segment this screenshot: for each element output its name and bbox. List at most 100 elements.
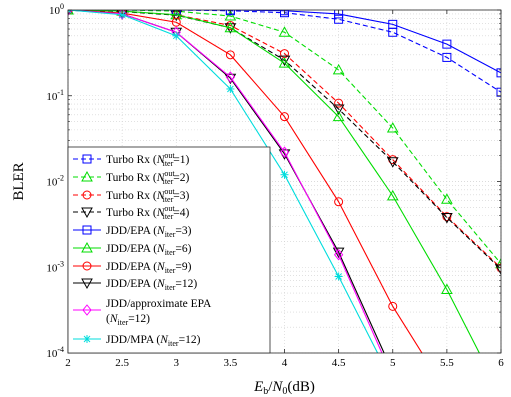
data-point — [83, 335, 91, 343]
legend-label: Turbo Rx (Nout iter=1) — [106, 151, 190, 168]
legend-label: JDD/EPA (Niter=3) — [106, 225, 192, 239]
data-point — [332, 63, 345, 75]
data-point — [82, 261, 92, 271]
data-point — [68, 10, 72, 14]
data-point — [496, 263, 501, 273]
data-point — [280, 112, 289, 122]
legend-item: JDD/EPA (Niter=12) — [73, 278, 197, 292]
data-point — [278, 57, 291, 68]
data-point — [441, 193, 453, 204]
data-point — [388, 19, 398, 29]
legend-item: JDD/EPA (Niter=3) — [73, 225, 192, 239]
data-point — [388, 301, 398, 311]
data-point — [81, 170, 93, 182]
x-axis-title: Eb/N0(dB) — [253, 379, 315, 397]
data-point — [334, 14, 344, 24]
axis-ticks: 2 2.5 3 3.5 4 4.5 5 5.5 6 10-4 10-3 10-2 10-1 100 — [46, 2, 504, 369]
data-point — [82, 154, 92, 164]
series-line — [68, 10, 480, 353]
legend: Turbo Rx (Nout iter=1)Turbo Rx (Nout iter=… — [67, 146, 271, 354]
data-point — [442, 39, 452, 49]
data-point — [171, 17, 181, 27]
y-tick-label: 10-2 — [46, 174, 64, 189]
x-tick-label: 3.5 — [224, 357, 238, 369]
legend-item: JDD/EPA (Niter=9) — [73, 261, 192, 275]
data-point — [280, 10, 289, 16]
asterisk-stroke — [68, 10, 72, 14]
legend-label: (Niter=12) — [106, 313, 150, 327]
data-point — [225, 71, 236, 83]
y-axis-title: BLER — [11, 162, 27, 200]
y-tick-label: 10-3 — [46, 259, 64, 274]
data-point — [81, 207, 93, 219]
legend-item: Turbo Rx (Nout iter=3) — [73, 187, 190, 204]
data-point — [82, 304, 92, 316]
legend-label: JDD/approximate EPA — [106, 298, 212, 310]
data-point — [81, 241, 93, 253]
legend-label: Turbo Rx (Nout iter=3) — [106, 187, 190, 204]
x-tick-label: 5.5 — [440, 357, 454, 369]
legend-item: Turbo Rx (Nout iter=1) — [73, 151, 190, 168]
y-tick-label: 100 — [49, 2, 64, 17]
legend-label: JDD/MPA (Niter=12) — [106, 334, 201, 348]
data-point — [224, 10, 237, 21]
legend-label: Turbo Rx (Nout iter=4) — [106, 204, 190, 221]
legend-item: JDD/approximate EPA (Niter=12) — [73, 298, 212, 327]
data-point — [279, 146, 290, 158]
legend-item: JDD/MPA (Niter=12) — [73, 334, 201, 348]
legend-label: Turbo Rx (Nout iter=2) — [106, 169, 190, 186]
data-point — [495, 264, 501, 276]
legend-item: JDD/EPA (Niter=6) — [73, 241, 192, 257]
data-point — [280, 170, 289, 179]
legend-label: JDD/EPA (Niter=9) — [106, 261, 192, 275]
data-point — [333, 248, 344, 261]
legend-label: JDD/EPA (Niter=6) — [106, 243, 192, 257]
legend-item: Turbo Rx (Nout iter=4) — [73, 204, 190, 221]
data-point — [226, 84, 235, 93]
data-point — [332, 104, 345, 116]
data-point — [224, 21, 237, 33]
data-point — [334, 197, 344, 207]
series-jdd-mpa-n-iter-12- — [68, 10, 379, 353]
data-point — [441, 283, 453, 295]
data-point — [442, 212, 452, 222]
asterisk-stroke — [118, 11, 126, 19]
x-tick-label: 4 — [282, 357, 288, 369]
data-point — [441, 213, 453, 224]
x-tick-label: 2.5 — [115, 357, 129, 369]
x-tick-label: 3 — [174, 357, 180, 369]
series-jdd-epa-n-iter-6- — [68, 10, 480, 353]
data-point — [442, 52, 452, 62]
data-point — [332, 110, 345, 122]
data-point — [334, 10, 344, 19]
legend-item: Turbo Rx (Nout iter=2) — [73, 169, 190, 186]
x-tick-label: 6 — [498, 357, 504, 369]
series-line — [68, 10, 423, 353]
y-tick-label: 10-1 — [46, 88, 64, 103]
data-point — [386, 189, 399, 201]
data-point — [334, 272, 343, 281]
asterisk-stroke — [281, 171, 288, 179]
asterisk-stroke — [172, 32, 180, 40]
data-point — [278, 26, 291, 37]
data-point — [386, 122, 399, 133]
data-point — [386, 157, 399, 168]
asterisk-stroke — [227, 85, 234, 93]
series-jdd-epa-n-iter-9- — [68, 10, 423, 353]
y-tick-label: 10-4 — [46, 345, 64, 360]
data-point — [82, 225, 92, 235]
data-point — [496, 68, 501, 78]
data-point — [278, 55, 291, 67]
data-point — [172, 31, 181, 40]
data-point — [334, 98, 344, 108]
data-point — [81, 278, 93, 290]
x-tick-label: 2 — [65, 357, 71, 369]
data-point — [496, 87, 501, 97]
asterisk-stroke — [83, 335, 91, 343]
data-point — [170, 10, 183, 20]
data-point — [225, 50, 235, 60]
x-tick-label: 5 — [390, 357, 396, 369]
data-point — [495, 257, 501, 269]
